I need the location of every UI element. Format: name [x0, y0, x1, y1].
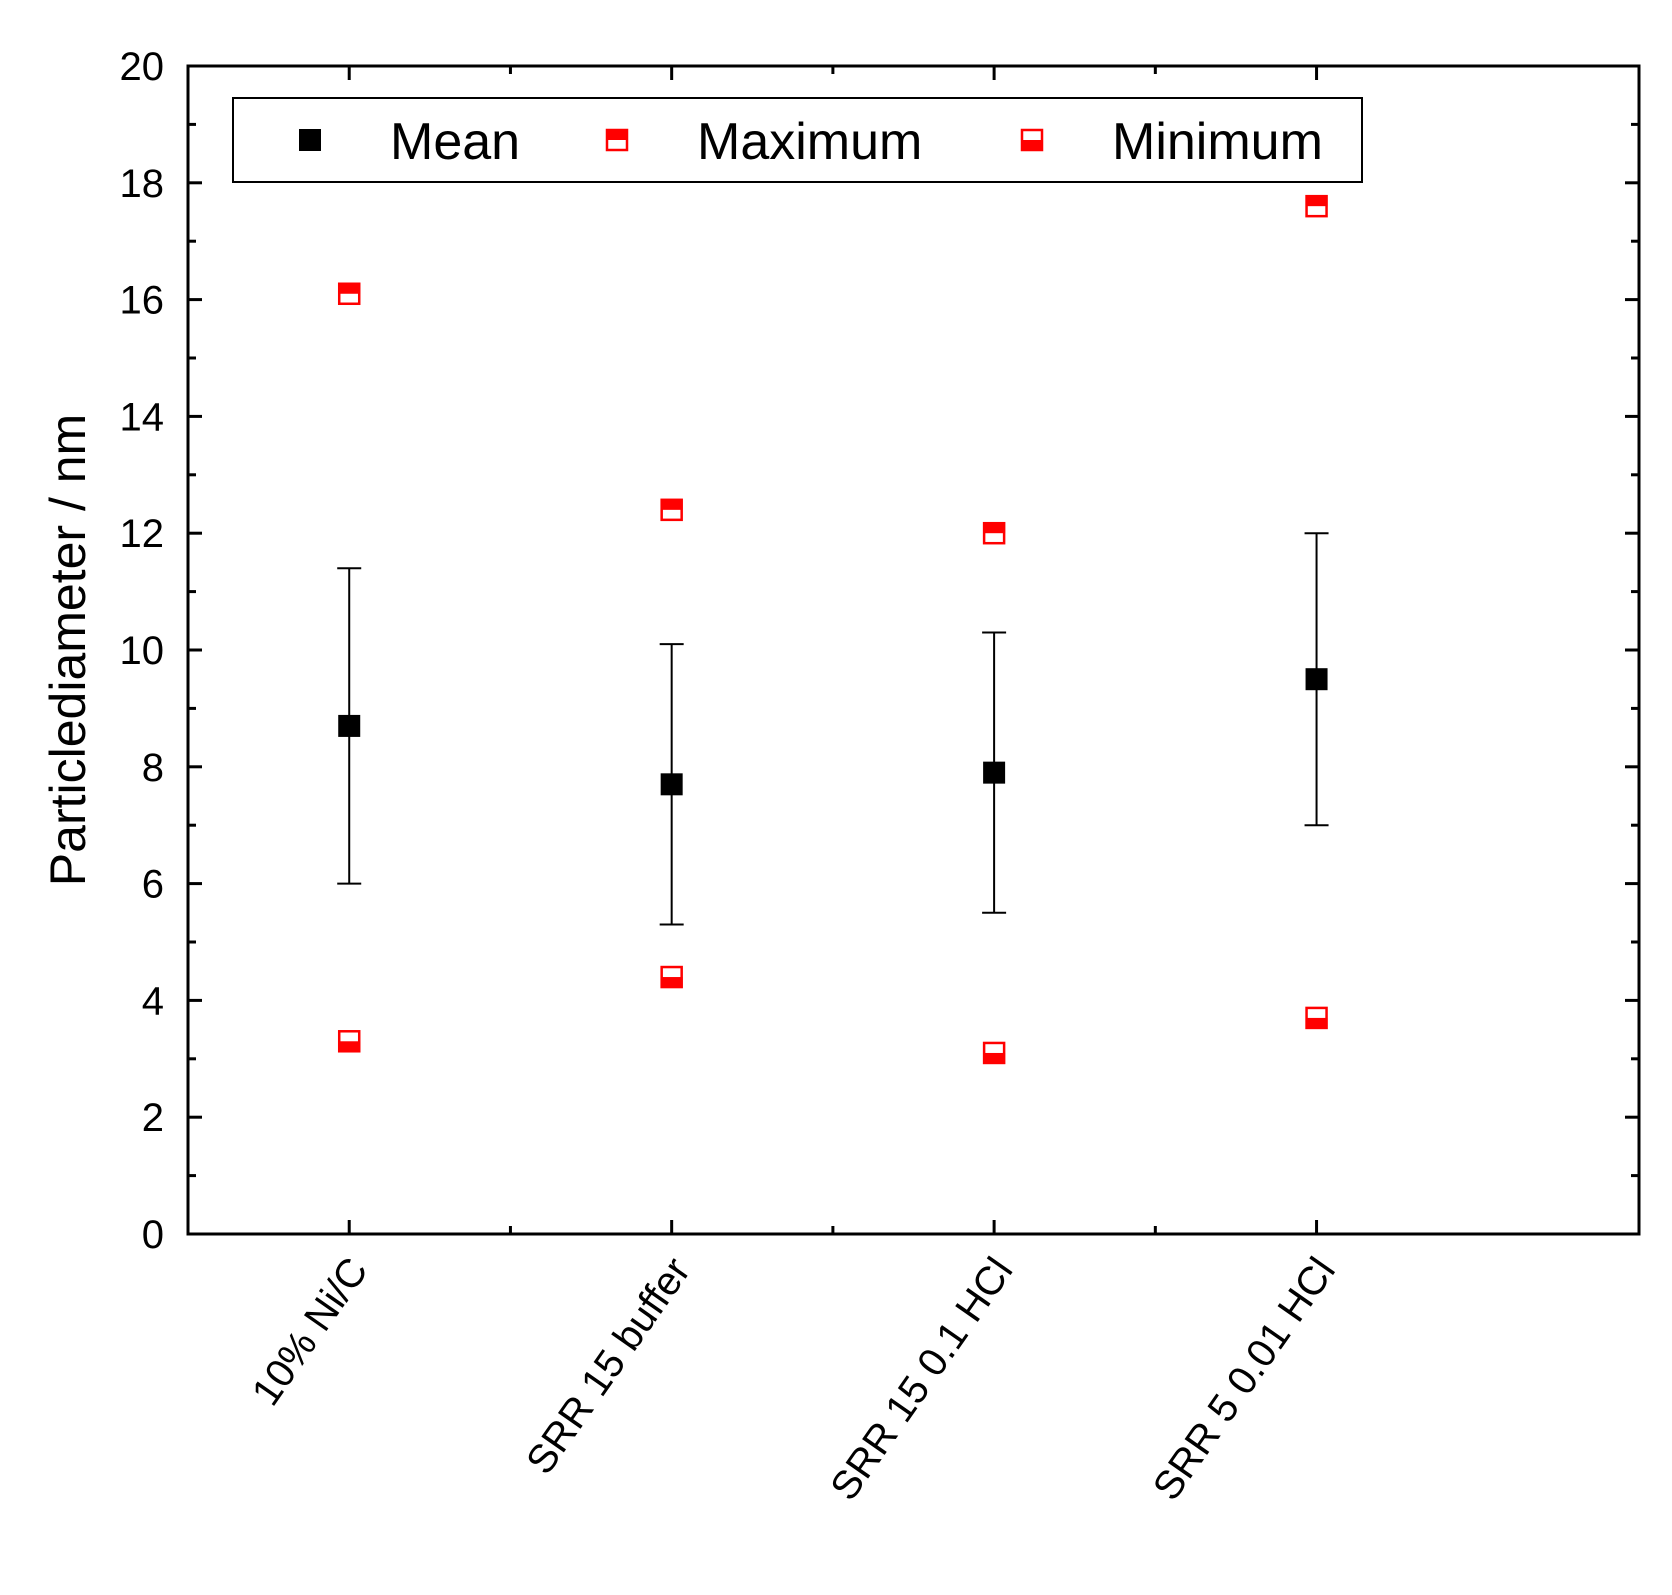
legend-marker-mean-shape	[299, 129, 321, 151]
maximum-point	[660, 498, 683, 522]
maximum-point	[982, 521, 1006, 545]
plot-area	[186, 64, 1641, 1236]
legend-label-minimum: Minimum	[1112, 113, 1323, 171]
legend-label-mean: Mean	[390, 113, 520, 171]
minimum-point-half-fill	[1305, 1017, 1328, 1029]
axis-ticks	[188, 64, 1639, 1236]
maximum-point	[1305, 194, 1328, 218]
legend-marker-minimum	[1020, 128, 1044, 152]
mean-point	[660, 773, 683, 796]
x-tick-label: SRR 15 0.1 HCl	[822, 1250, 1021, 1508]
mean-point-shape	[338, 714, 361, 737]
legend-marker-maximum	[605, 128, 629, 152]
minimum-point-half-fill	[338, 1041, 361, 1053]
legend: Mean Maximum Minimum	[232, 97, 1363, 183]
mean-point-shape	[1305, 668, 1328, 691]
legend-label-maximum: Maximum	[697, 113, 922, 171]
data-markers	[337, 194, 1328, 1065]
y-tick-label: 20	[120, 45, 165, 89]
minimum-point-half-fill	[660, 977, 683, 989]
mean-point	[338, 714, 361, 737]
maximum-point-half-fill	[983, 522, 1006, 534]
minimum-point-half-fill	[983, 1052, 1006, 1064]
y-axis-tick-labels: 0 2 4 6 8 10 12 14 16 18 20	[120, 45, 165, 1257]
legend-box	[232, 97, 1363, 183]
y-tick-label: 6	[142, 863, 164, 907]
mean-point-shape	[660, 773, 683, 796]
y-tick-label: 14	[120, 395, 165, 439]
mean-point	[1305, 668, 1328, 691]
y-tick-label: 12	[120, 512, 165, 556]
mean-point	[983, 761, 1006, 784]
minimum-point	[1305, 1006, 1328, 1030]
minimum-point	[337, 1030, 361, 1053]
maximum-point-half-fill	[1305, 195, 1328, 207]
x-axis-tick-labels: 10% Ni/C SRR 15 buffer SRR 15 0.1 HCl SRR 5…	[244, 1250, 1344, 1508]
y-tick-label: 10	[120, 629, 165, 673]
y-tick-label: 8	[142, 746, 164, 790]
error-bars	[337, 532, 1329, 926]
mean-point-shape	[983, 761, 1006, 784]
maximum-point	[337, 282, 361, 306]
x-tick-label: SRR 5 0.01 HCl	[1145, 1250, 1344, 1508]
x-tick-label: 10% Ni/C	[244, 1250, 377, 1414]
legend-marker-maximum-half-fill	[606, 129, 628, 140]
minimum-point	[660, 965, 683, 989]
legend-marker-minimum-half-fill	[1021, 140, 1043, 151]
y-tick-label: 4	[142, 979, 164, 1023]
legend-marker-mean	[299, 129, 321, 151]
minimum-point	[982, 1041, 1006, 1065]
y-tick-label: 0	[142, 1213, 164, 1257]
y-axis-title: Particlediameter / nm	[40, 414, 96, 886]
x-tick-label: SRR 15 buffer	[518, 1250, 699, 1482]
y-tick-label: 18	[120, 162, 165, 206]
y-tick-label: 2	[142, 1096, 164, 1140]
maximum-point-half-fill	[660, 498, 683, 510]
y-tick-label: 16	[120, 279, 165, 323]
maximum-point-half-fill	[338, 282, 361, 294]
